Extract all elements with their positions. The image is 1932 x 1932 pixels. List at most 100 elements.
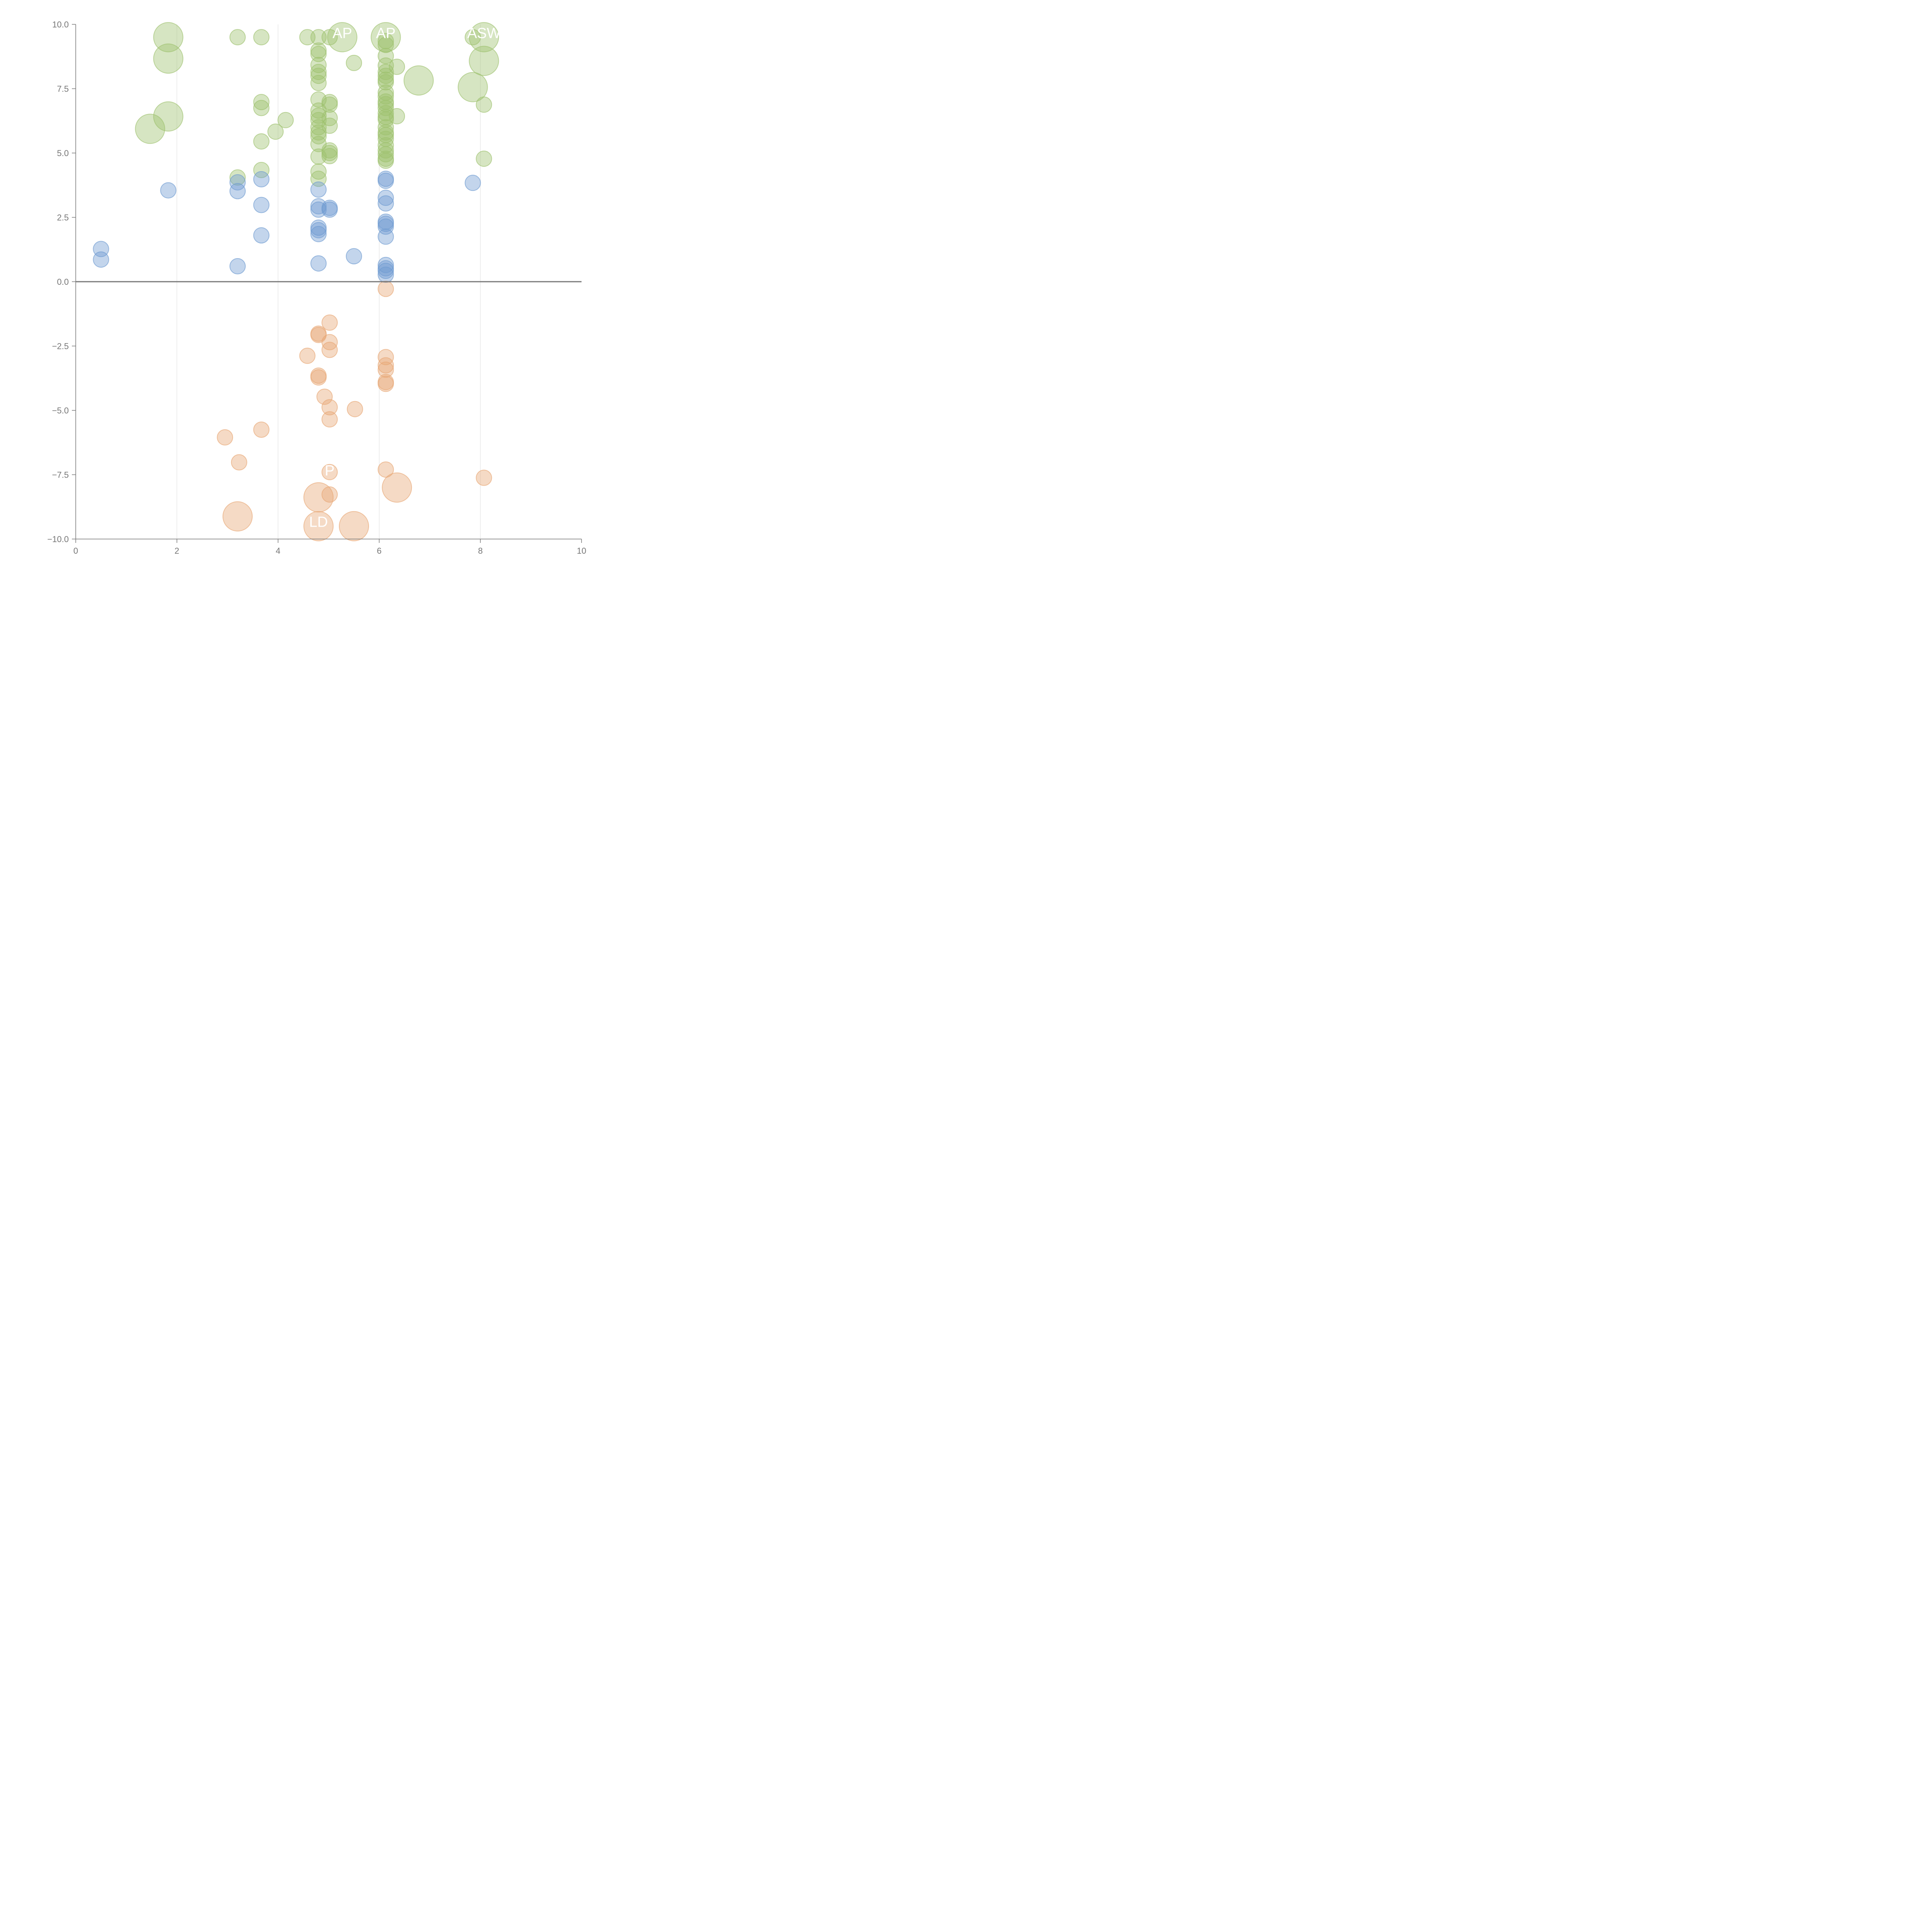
data-point	[217, 429, 233, 446]
data-point	[229, 258, 246, 274]
data-point	[267, 123, 284, 140]
data-point	[378, 376, 394, 392]
data-point	[303, 482, 334, 513]
y-tick-label: −10.0	[47, 534, 69, 544]
data-point	[378, 172, 394, 189]
data-point	[378, 361, 394, 378]
y-tick-label: −5.0	[52, 406, 69, 415]
point-label: AP	[332, 25, 352, 41]
x-tick-label: 0	[73, 546, 78, 556]
data-point	[310, 222, 327, 238]
data-point	[153, 101, 184, 132]
data-point	[253, 162, 270, 178]
y-tick-label: 10.0	[52, 20, 69, 29]
data-point	[299, 29, 316, 46]
data-point	[253, 29, 270, 46]
data-point	[229, 174, 246, 190]
data-point	[378, 68, 394, 84]
data-point	[253, 100, 270, 116]
data-point	[464, 29, 481, 46]
data-point	[346, 248, 362, 265]
data-point	[378, 267, 394, 283]
data-point	[253, 94, 270, 111]
data-point	[378, 195, 394, 212]
data-point	[476, 469, 492, 486]
data-point	[253, 422, 270, 438]
data-point	[378, 263, 394, 279]
point-labels: AP AP ASW LD P	[309, 25, 501, 530]
y-tick-label: 2.5	[57, 213, 69, 223]
data-point	[222, 501, 253, 532]
data-point	[378, 37, 394, 53]
data-point	[231, 454, 247, 471]
data-point	[229, 183, 246, 199]
data-point	[321, 314, 338, 331]
data-points	[93, 22, 499, 541]
data-point	[253, 227, 270, 244]
data-point	[160, 182, 177, 199]
data-point	[310, 29, 327, 46]
data-point	[229, 169, 246, 186]
data-point	[135, 114, 165, 144]
x-tick-label: 6	[377, 546, 381, 556]
data-point	[327, 22, 357, 53]
data-point	[321, 96, 338, 113]
data-point	[378, 281, 394, 297]
data-point	[378, 105, 394, 121]
data-point	[457, 72, 488, 102]
data-point	[321, 399, 338, 415]
data-point	[378, 153, 394, 169]
point-label: AP	[376, 25, 396, 41]
y-tick-label: −2.5	[52, 342, 69, 351]
data-point	[347, 401, 363, 417]
x-tick-label: 2	[175, 546, 179, 556]
data-point	[93, 251, 109, 268]
data-point	[299, 347, 316, 364]
data-point	[153, 43, 184, 74]
data-point	[310, 42, 327, 59]
data-point	[378, 228, 394, 245]
y-tick-label: 0.0	[57, 277, 69, 287]
data-point	[321, 342, 338, 358]
data-point	[476, 96, 492, 113]
data-point	[389, 108, 405, 124]
y-tick-label: 5.0	[57, 148, 69, 158]
x-tick-label: 4	[276, 546, 280, 556]
x-tick-label: 10	[577, 546, 586, 556]
data-point	[378, 218, 394, 235]
data-point	[476, 150, 492, 167]
data-point	[253, 133, 270, 150]
data-point	[378, 357, 394, 374]
data-point	[253, 171, 270, 187]
data-point	[378, 33, 394, 49]
data-point	[339, 511, 369, 541]
data-point	[321, 411, 338, 428]
data-point	[321, 201, 338, 218]
data-point	[469, 46, 499, 76]
data-point	[389, 58, 405, 75]
data-point	[378, 146, 394, 163]
data-point	[321, 464, 338, 480]
data-point	[321, 148, 338, 164]
data-point	[378, 257, 394, 273]
data-point	[403, 65, 434, 96]
data-point	[153, 22, 184, 53]
data-point	[310, 226, 327, 242]
data-point	[310, 64, 327, 80]
data-point	[310, 255, 327, 272]
point-label: P	[325, 463, 334, 479]
data-point	[310, 68, 327, 84]
y-tick-label: −7.5	[52, 470, 69, 480]
data-point	[277, 112, 294, 128]
y-tick-label: 7.5	[57, 84, 69, 94]
data-point	[382, 472, 412, 503]
data-point	[378, 461, 394, 478]
data-point	[378, 349, 394, 366]
scatter-chart: 10.07.55.02.50.0−2.5−5.0−7.5−10.00 2 4 6 8 10…	[47, 20, 586, 556]
point-label: ASW	[467, 25, 501, 41]
data-point	[321, 117, 338, 134]
data-point	[378, 100, 394, 116]
data-point	[469, 22, 499, 53]
point-label: LD	[309, 514, 328, 531]
data-point	[378, 48, 394, 64]
